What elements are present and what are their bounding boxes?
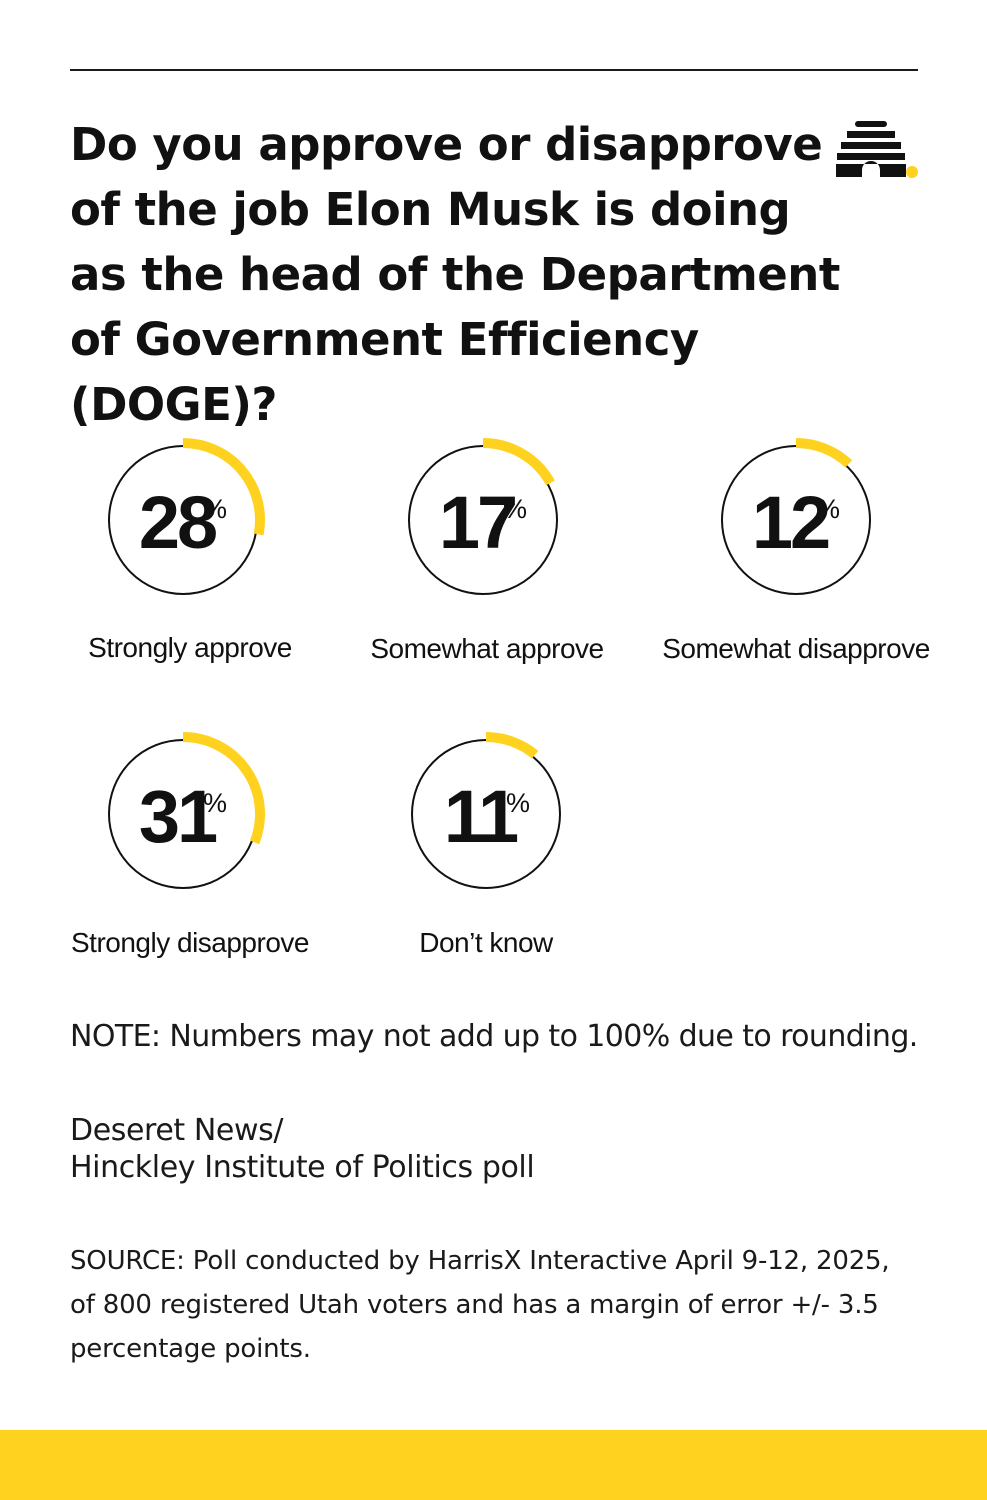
donut-value: 28	[139, 481, 216, 564]
donut-arc	[182, 732, 265, 845]
donut-item: 11% Don’t know	[411, 732, 561, 958]
donut-percent-sign: %	[506, 788, 530, 818]
donut-arc	[182, 438, 265, 536]
rounding-note: NOTE: Numbers may not add up to 100% due…	[70, 1019, 918, 1054]
footer-accent-bar	[0, 1430, 987, 1500]
donut-label: Somewhat approve	[370, 633, 603, 664]
donut-arc	[482, 438, 555, 486]
poll-credit: Deseret News/ Hinckley Institute of Poli…	[70, 1112, 535, 1186]
donut-label: Strongly disapprove	[71, 927, 309, 958]
donut-item: 28% Strongly approve	[88, 438, 292, 663]
donut-percent-sign: %	[816, 494, 840, 524]
credit-line-2: Hinckley Institute of Politics poll	[70, 1150, 535, 1185]
donut-value: 11	[444, 775, 518, 858]
donut-item: 31% Strongly disapprove	[71, 732, 309, 958]
donut-arc	[485, 732, 539, 759]
chart-title: Do you approve or disapprove of the job …	[70, 118, 840, 431]
credit-line-1: Deseret News/	[70, 1113, 284, 1148]
donut-arc	[795, 438, 853, 468]
donut-ring	[408, 445, 558, 595]
donut-value: 31	[139, 775, 217, 858]
donut-percent-sign: %	[203, 788, 227, 818]
top-divider	[70, 69, 918, 71]
donut-label: Strongly approve	[88, 632, 292, 663]
donut-chart-grid: 28% Strongly approve 17% Somewhat approve 12…	[71, 438, 930, 958]
donut-value: 12	[752, 481, 829, 564]
donut-item: 12% Somewhat disapprove	[662, 438, 930, 664]
donut-label: Don’t know	[419, 927, 554, 958]
donut-percent-sign: %	[203, 494, 227, 524]
donut-item: 17% Somewhat approve	[370, 438, 604, 664]
beehive-icon	[836, 121, 918, 178]
donut-label: Somewhat disapprove	[662, 633, 930, 664]
source-note: SOURCE: Poll conducted by HarrisX Intera…	[70, 1246, 890, 1364]
donut-percent-sign: %	[503, 494, 527, 524]
donut-value: 17	[439, 481, 515, 564]
